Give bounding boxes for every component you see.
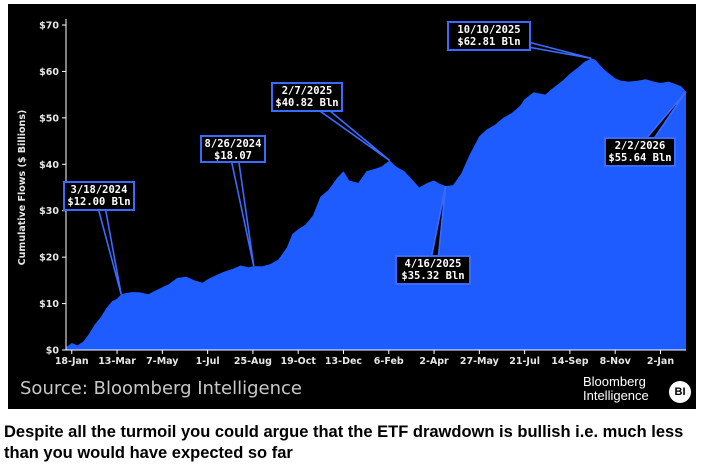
annotation-box	[604, 137, 676, 167]
x-tick-label: 13-Mar	[98, 356, 136, 367]
annotation-date: 3/18/2024	[71, 184, 128, 196]
brand-line-1: Bloomberg	[583, 374, 646, 389]
x-tick-label: 1-Jul	[196, 356, 220, 367]
annotation-value: $12.00 Bln	[67, 196, 130, 208]
brand-name: Bloomberg Intelligence	[583, 375, 649, 403]
x-tick-label: 14-Sep	[551, 356, 588, 367]
annotation-pointer	[228, 147, 255, 267]
annotation-date: 2/7/2025	[282, 85, 333, 97]
brand-line-2: Intelligence	[583, 388, 649, 403]
y-tick-label: $70	[39, 21, 59, 32]
bi-logo-icon: BI	[669, 381, 691, 403]
annotation-date: 10/10/2025	[457, 24, 520, 36]
annotation-value: $18.07	[214, 150, 252, 162]
y-tick-label: $60	[39, 67, 59, 78]
y-tick-label: $10	[39, 299, 59, 310]
x-tick-label: 27-May	[460, 356, 500, 367]
annotation-date: 8/26/2024	[205, 138, 262, 150]
y-tick-label: $0	[46, 346, 60, 357]
annotation-box	[447, 21, 531, 51]
annotation-value: $40.82 Bln	[275, 97, 338, 109]
y-tick-label: $40	[39, 160, 59, 171]
x-tick-label: 8-Nov	[600, 356, 632, 367]
annotation-value: $62.81 Bln	[457, 36, 520, 48]
chart-panel: $0 $10 $20 $30 $40 $50 $60 $70 18-Jan 13-Mar 7-May…	[8, 4, 696, 409]
annotation-value: $35.32 Bln	[401, 270, 464, 282]
area-chart: $0 $10 $20 $30 $40 $50 $60 $70 18-Jan 13-Mar 7-May…	[17, 19, 687, 367]
annotation-box	[271, 82, 343, 112]
annotation-box	[63, 181, 135, 211]
annotation-value: $55.64 Bln	[608, 152, 671, 164]
x-tick-label: 7-May	[146, 356, 179, 367]
x-tick-label: 2-Jan	[647, 356, 674, 367]
source-note: Source: Bloomberg Intelligence	[20, 378, 302, 399]
cumulative-flows-area	[66, 58, 686, 351]
y-tick-label: $50	[39, 113, 59, 124]
annotation-date: 4/16/2025	[405, 258, 462, 270]
x-tick-label: 25-Aug	[234, 356, 272, 367]
x-tick-label: 19-Oct	[280, 356, 316, 367]
caption-text: Despite all the turmoil you could argue …	[4, 423, 684, 462]
x-tick-label: 21-Jul	[509, 356, 540, 367]
y-axis-label: Cumulative Flows ($ Billions)	[17, 110, 28, 266]
annotation-date: 2/2/2026	[615, 140, 666, 152]
y-tick-label: $30	[39, 206, 59, 217]
annotation-box	[395, 255, 471, 285]
x-tick-label: 2-Apr	[419, 356, 449, 367]
x-tick-label: 13-Dec	[325, 356, 362, 367]
annotation-box	[200, 135, 266, 163]
x-tick-label: 18-Jan	[55, 356, 89, 367]
y-tick-label: $20	[39, 253, 59, 264]
x-tick-label: 6-Feb	[374, 356, 404, 367]
